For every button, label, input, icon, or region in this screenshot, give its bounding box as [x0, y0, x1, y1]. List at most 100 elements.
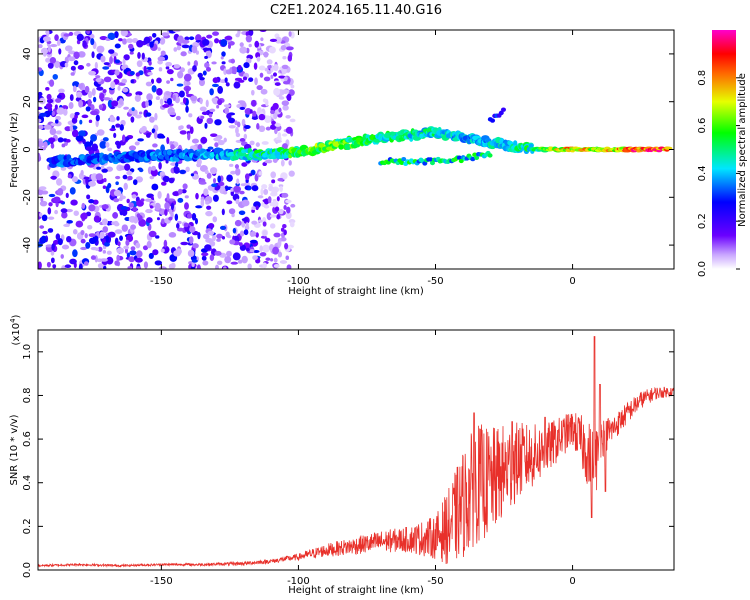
heatmap-cell	[58, 48, 62, 55]
heatmap-cell	[214, 142, 219, 148]
heatmap-cell	[271, 179, 276, 184]
heatmap-cell	[237, 259, 243, 264]
heatmap-cell	[70, 199, 78, 206]
heatmap-cell	[260, 235, 267, 239]
heatmap-cell	[128, 202, 135, 208]
heatmap-cell	[248, 30, 254, 37]
heatmap-cell	[177, 188, 183, 195]
heatmap-cell	[172, 94, 176, 101]
heatmap-cell	[73, 60, 79, 66]
heatmap-cell	[252, 255, 258, 261]
heatmap-cell	[102, 226, 109, 233]
heatmap-cell	[64, 126, 72, 132]
heatmap-cell	[252, 110, 257, 118]
heatmap-cell	[85, 241, 91, 249]
heatmap-cell	[249, 109, 253, 114]
snr-y-tick-label: 1.0	[22, 344, 33, 360]
heatmap-cell	[184, 36, 190, 41]
snr-y-tick-label: 0.6	[22, 431, 33, 447]
heatmap-cell	[228, 163, 234, 167]
heatmap-cell	[226, 200, 233, 205]
figure-title: C2E1.2024.165.11.40.G16	[270, 3, 442, 18]
heatmap-cell	[73, 51, 80, 59]
heatmap-cell	[146, 93, 153, 101]
heatmap-cell	[149, 205, 153, 209]
heatmap-cell	[87, 99, 92, 107]
heatmap-cell	[202, 233, 210, 240]
heatmap-cell	[198, 78, 206, 87]
heatmap-cell	[219, 225, 227, 230]
snr-y-exponent-label: (x104)	[9, 314, 22, 345]
heatmap-cell	[239, 42, 244, 48]
heatmap-cell	[134, 141, 140, 146]
heatmap-cell	[51, 243, 55, 251]
heatmap-cell	[228, 208, 236, 215]
heatmap-cell	[91, 51, 95, 59]
heatmap-cell	[51, 110, 55, 116]
heatmap-cell	[526, 146, 531, 152]
heatmap-cell	[127, 266, 133, 269]
heatmap-cell	[180, 51, 187, 57]
heatmap-cell	[95, 119, 99, 128]
heatmap-cell	[85, 146, 93, 152]
heatmap-cell	[67, 56, 76, 62]
heatmap-cell	[237, 64, 242, 71]
heatmap-cell	[158, 162, 162, 170]
heatmap-cell	[83, 261, 89, 266]
heatmap-cell	[195, 192, 199, 200]
heatmap-cell	[260, 88, 268, 95]
heatmap-cell	[39, 200, 48, 207]
heatmap-cell	[214, 38, 220, 44]
heatmap-cell	[122, 38, 127, 45]
heatmap-cell	[498, 110, 504, 116]
heatmap-cell	[129, 250, 137, 256]
heatmap-cell	[96, 166, 102, 170]
heatmap-cell	[249, 239, 258, 244]
heatmap-cell	[47, 44, 51, 53]
heatmap-cell	[135, 257, 143, 263]
heatmap-cell	[80, 246, 87, 251]
heatmap-cell	[278, 96, 285, 100]
heatmap-cell	[145, 100, 149, 108]
heatmap-y-tick-label: -20	[22, 189, 33, 205]
heatmap-cell	[235, 132, 241, 138]
heatmap-cell	[38, 124, 44, 130]
heatmap-cell	[132, 206, 138, 213]
heatmap-cell	[123, 54, 130, 61]
heatmap-cell	[290, 84, 295, 89]
heatmap-cell	[212, 177, 217, 184]
heatmap-cell	[664, 146, 673, 150]
heatmap-cell	[204, 169, 209, 175]
heatmap-cell	[145, 112, 152, 117]
heatmap-cell	[65, 192, 69, 198]
heatmap-cell	[251, 185, 259, 192]
heatmap-cell	[174, 96, 180, 104]
heatmap-cell	[178, 90, 185, 98]
heatmap-cell	[48, 193, 56, 198]
heatmap-cell	[45, 102, 53, 109]
heatmap-cell	[262, 162, 267, 167]
heatmap-cell	[256, 56, 261, 62]
heatmap-cell	[153, 131, 158, 140]
heatmap-cell	[234, 164, 240, 169]
heatmap-cell	[260, 37, 264, 42]
colorbar-axis: 0.0 0.2 0.4 0.6 0.8	[697, 70, 740, 277]
heatmap-cell	[159, 135, 166, 139]
snr-x-tick-label: 0	[569, 576, 575, 587]
heatmap-cell	[212, 216, 218, 223]
heatmap-cell	[107, 231, 116, 238]
heatmap-cell	[90, 110, 99, 116]
heatmap-cell	[239, 106, 246, 111]
heatmap-cell	[248, 43, 252, 48]
heatmap-cell	[115, 123, 121, 128]
heatmap-cell	[207, 146, 214, 150]
heatmap-cell	[191, 213, 197, 221]
heatmap-cell	[288, 170, 295, 177]
heatmap-cell	[66, 220, 73, 224]
heatmap-cell	[230, 187, 234, 192]
heatmap-cell	[96, 86, 104, 91]
heatmap-cell	[259, 252, 267, 257]
heatmap-cell	[109, 116, 116, 123]
heatmap-cell	[42, 230, 48, 235]
heatmap-cell	[251, 220, 258, 225]
